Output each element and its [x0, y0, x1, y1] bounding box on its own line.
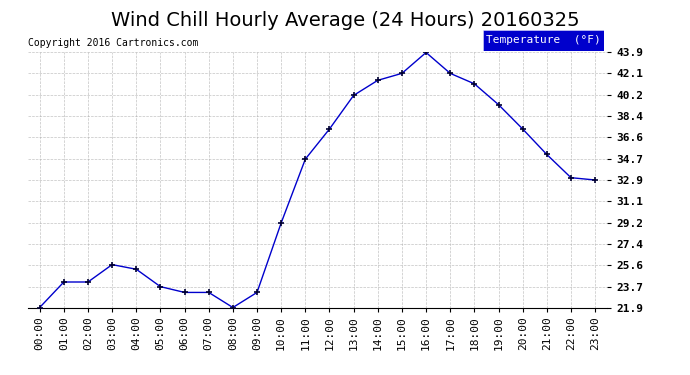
Text: Wind Chill Hourly Average (24 Hours) 20160325: Wind Chill Hourly Average (24 Hours) 201… — [110, 11, 580, 30]
Text: Copyright 2016 Cartronics.com: Copyright 2016 Cartronics.com — [28, 38, 198, 48]
Text: Temperature  (°F): Temperature (°F) — [486, 35, 601, 45]
